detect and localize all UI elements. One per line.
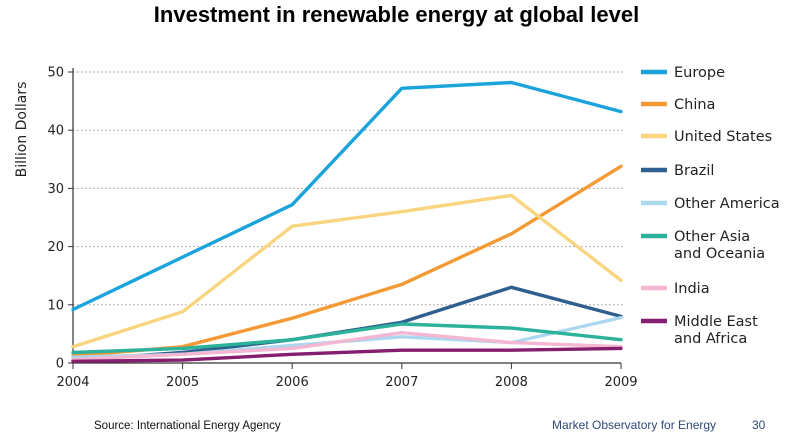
organization-name: Market Observatory for Energy [552,418,717,432]
series-line-6 [71,331,623,362]
series-line-2 [71,193,623,349]
legend-label: Europe [674,65,725,81]
source-note: Source: International Energy Agency [94,420,281,432]
series-line-1 [71,164,623,358]
y-tick-label: 30 [47,182,64,197]
x-tick-label: 2004 [56,375,89,390]
legend-label: Other America [674,196,780,212]
legend-label: Middle East and Africa [674,314,758,347]
y-tick-label: 50 [47,66,64,81]
x-tick-label: 2005 [166,375,199,390]
legend-label: United States [674,129,772,145]
chart-title: Investment in renewable energy at global… [153,2,640,27]
y-tick-label: 10 [47,298,64,313]
series-line-7 [71,346,623,363]
y-axis-label: Billion Dollars [14,82,30,178]
page-number: 30 [752,418,766,432]
legend-label: India [674,281,710,297]
grid-lines [73,71,625,306]
series-line-0 [71,80,623,312]
y-tick-label: 20 [47,240,64,255]
legend-label: China [674,97,715,113]
x-tick-label: 2009 [604,375,637,390]
series-line-5 [71,322,623,355]
legend-label: Brazil [674,163,714,179]
legend: Europe China United States Brazil Other Amer… [641,65,780,347]
x-tick-label: 2008 [495,375,528,390]
axes: 0 10 20 30 40 50 2004 2005 2006 2007 2008 2009 Billi… [14,66,638,391]
y-tick-label: 40 [47,124,64,139]
y-tick-label: 0 [56,357,64,372]
legend-label: Other Asia and Oceania [674,229,765,262]
x-tick-label: 2006 [276,375,309,390]
series-lines [71,80,623,363]
x-tick-label: 2007 [385,375,418,390]
